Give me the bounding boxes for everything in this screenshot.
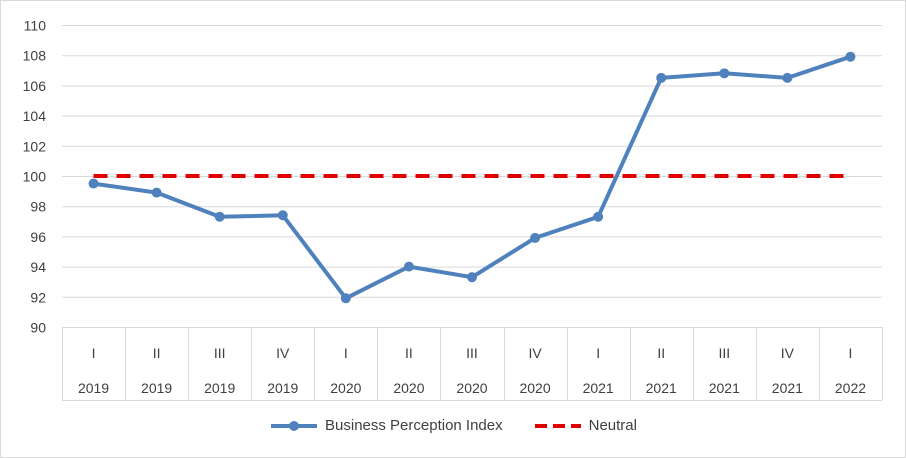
- x-tick-label-quarter: II: [657, 345, 665, 361]
- data-point: [656, 72, 667, 83]
- legend-label-series-2: Neutral: [588, 417, 637, 434]
- x-tick-label-year: 2020: [330, 380, 361, 396]
- y-tick-label: 94: [30, 259, 46, 275]
- x-tick-label-year: 2021: [646, 380, 677, 396]
- data-point: [151, 187, 162, 198]
- data-point: [845, 51, 856, 62]
- y-axis-tick-labels: 90 92 94 96 98 100 102 104 106 108 110: [23, 18, 47, 336]
- legend-item-series-2: Neutral: [533, 417, 637, 434]
- data-point: [277, 210, 288, 221]
- data-point: [593, 211, 604, 222]
- y-tick-label: 98: [30, 199, 46, 215]
- x-tick-label-quarter: IV: [528, 345, 542, 361]
- y-tick-label: 96: [30, 229, 46, 245]
- x-tick-label-year: 2019: [78, 380, 109, 396]
- x-tick-label-year: 2021: [772, 380, 803, 396]
- legend-item-series-1: Business Perception Index: [269, 417, 503, 434]
- x-tick-label-year: 2020: [393, 380, 424, 396]
- x-axis-category-table: I2019II2019III2019IV2019I2020II2020III20…: [62, 327, 883, 401]
- y-tick-label: 90: [30, 320, 46, 336]
- x-tick-label-quarter: IV: [781, 345, 795, 361]
- x-tick-label-year: 2021: [709, 380, 740, 396]
- legend-symbol-series-2: [534, 423, 581, 428]
- x-tick-label-quarter: I: [344, 345, 348, 361]
- y-tick-label: 106: [23, 78, 47, 94]
- x-tick-label-year: 2022: [835, 380, 866, 396]
- data-point: [719, 68, 730, 79]
- y-tick-label: 108: [23, 48, 47, 64]
- x-tick-label-year: 2020: [519, 380, 550, 396]
- x-tick-label-year: 2019: [267, 380, 298, 396]
- data-point: [782, 72, 793, 83]
- y-tick-label: 92: [30, 289, 46, 305]
- x-tick-label-quarter: I: [596, 345, 600, 361]
- data-point: [403, 261, 414, 272]
- data-point: [88, 178, 99, 189]
- x-tick-label-quarter: II: [153, 345, 161, 361]
- legend: Business Perception Index Neutral: [1, 417, 905, 434]
- data-point: [340, 293, 351, 304]
- data-point: [530, 232, 541, 243]
- y-tick-label: 104: [23, 108, 47, 124]
- x-tick-label-quarter: I: [92, 345, 96, 361]
- y-tick-label: 102: [23, 138, 47, 154]
- x-tick-label-quarter: IV: [276, 345, 290, 361]
- x-tick-label-quarter: III: [214, 345, 226, 361]
- x-tick-label-quarter: II: [405, 345, 413, 361]
- y-tick-label: 110: [24, 18, 47, 34]
- series-lines: [88, 51, 856, 304]
- x-tick-label-year: 2019: [141, 380, 172, 396]
- legend-symbol-series-1: [271, 420, 318, 431]
- x-tick-label-year: 2019: [204, 380, 235, 396]
- x-tick-label-year: 2021: [583, 380, 614, 396]
- data-point: [467, 272, 477, 283]
- legend-label-series-1: Business Perception Index: [325, 417, 503, 434]
- data-point: [214, 211, 225, 222]
- x-tick-label-quarter: I: [849, 345, 853, 361]
- x-tick-label-year: 2020: [456, 380, 487, 396]
- x-tick-label-quarter: III: [718, 345, 730, 361]
- x-tick-label-quarter: III: [466, 345, 478, 361]
- y-tick-label: 100: [23, 169, 47, 185]
